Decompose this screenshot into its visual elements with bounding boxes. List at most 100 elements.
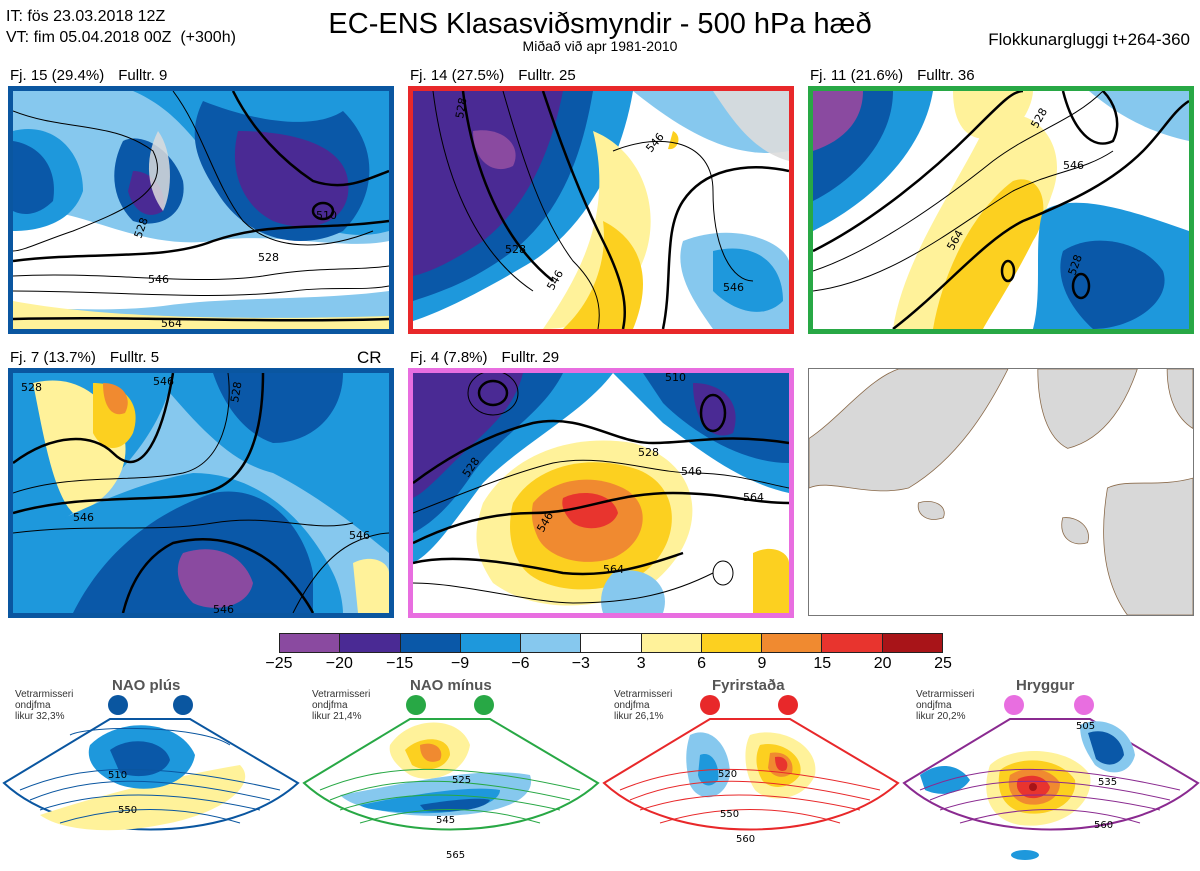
contour-label: 545 xyxy=(436,815,455,826)
colorbar-tick-label: −15 xyxy=(386,655,414,672)
contour-label: 520 xyxy=(718,769,737,780)
colorbar-tick-label: 15 xyxy=(813,655,832,672)
contour-label: 528 xyxy=(453,97,469,120)
initial-time: IT: fös 23.03.2018 12Z xyxy=(6,8,166,25)
contour-label: 546 xyxy=(723,281,744,294)
cluster-map-3: 528 528 546 564 xyxy=(808,86,1194,334)
regime-marker-icon xyxy=(108,695,128,715)
contour-label: 546 xyxy=(349,529,370,542)
regime-note: Vetrarmisseri ondjfma likur 26,1% xyxy=(614,689,673,722)
cluster-5-count: Fj. 4 (7.8%) xyxy=(410,349,488,366)
colorbar xyxy=(279,633,943,653)
regime-marker-icon xyxy=(1074,695,1094,715)
colorbar-swatch xyxy=(521,634,582,652)
regime-nao-minus: NAO mínus Vetrarmisseri ondjfma likur 21… xyxy=(300,675,600,871)
regime-marker-icon xyxy=(700,695,720,715)
page-title: EC-ENS Klasasviðsmyndir - 500 hPa hæð xyxy=(328,8,872,40)
regime-note: Vetrarmisseri ondjfma likur 32,3% xyxy=(15,689,74,722)
colorbar-swatch xyxy=(641,634,702,652)
cluster-5-label: Fj. 4 (7.8%) Fulltr. 29 xyxy=(410,349,573,366)
contour-label: 510 xyxy=(108,770,127,781)
regime-ridge: Hryggur Vetrarmisseri ondjfma likur 20,2… xyxy=(900,675,1200,871)
regime-marker-icon xyxy=(778,695,798,715)
regime-nao-plus: NAO plús Vetrarmisseri ondjfma likur 32,… xyxy=(0,675,300,871)
classification-window: Flokkunargluggi t+264-360 xyxy=(988,30,1190,49)
contour-label: 560 xyxy=(736,834,755,845)
regime-marker-icon xyxy=(406,695,426,715)
contour-label: 528 xyxy=(638,446,659,459)
cr-label: CR xyxy=(357,348,382,367)
cluster-1-rep: Fulltr. 9 xyxy=(118,67,168,84)
contour-label: 525 xyxy=(452,775,471,786)
run-info: IT: fös 23.03.2018 12Z VT: fim 05.04.2018… xyxy=(6,6,236,48)
contour-label: 565 xyxy=(446,850,465,861)
contour-label: 528 xyxy=(505,243,526,256)
colorbar-swatch xyxy=(400,634,461,652)
colorbar-tick-label: 9 xyxy=(757,655,767,672)
colorbar-swatch xyxy=(701,634,763,652)
empty-map xyxy=(808,368,1194,616)
colorbar-tick-label: 20 xyxy=(873,655,892,672)
colorbar-swatch xyxy=(340,634,401,652)
contour-label: 564 xyxy=(603,563,624,576)
colorbar-swatch xyxy=(882,634,942,652)
contour-label: 546 xyxy=(681,465,702,478)
regime-title: NAO plús xyxy=(112,677,181,694)
cluster-map-5: 510 528 528 546 546 564 564 xyxy=(408,368,794,618)
regime-marker-icon xyxy=(474,695,494,715)
cluster-1-count: Fj. 15 (29.4%) xyxy=(10,67,105,84)
contour-label: 528 xyxy=(21,381,42,394)
regime-note: Vetrarmisseri ondjfma likur 20,2% xyxy=(916,689,975,722)
valid-time: VT: fim 05.04.2018 00Z (+300h) xyxy=(6,29,236,46)
colorbar-tick-label: 6 xyxy=(697,655,706,672)
colorbar-tick-label: −3 xyxy=(571,655,590,672)
page-subtitle: Miðað við apr 1981-2010 xyxy=(522,38,678,54)
regime-blocking: Fyrirstaða Vetrarmisseri ondjfma likur 2… xyxy=(600,675,900,871)
regime-title: Hryggur xyxy=(1016,677,1075,694)
colorbar-tick-label: −9 xyxy=(450,655,470,672)
contour-label: 546 xyxy=(148,273,169,286)
cluster-4-rep: Fulltr. 5 xyxy=(109,349,160,366)
cluster-3-rep: Fulltr. 36 xyxy=(917,67,975,84)
colorbar-swatch xyxy=(280,634,341,652)
cluster-3-count: Fj. 11 (21.6%) xyxy=(810,67,904,84)
cluster-4-count: Fj. 7 (13.7%) xyxy=(10,349,96,366)
colorbar-swatch xyxy=(460,634,522,652)
regime-marker-icon xyxy=(173,695,193,715)
contour-label: 528 xyxy=(258,251,279,264)
contour-label: 546 xyxy=(73,511,94,524)
contour-label: 535 xyxy=(1098,777,1117,788)
cluster-2-rep: Fulltr. 25 xyxy=(518,67,576,84)
contour-label: 505 xyxy=(1076,721,1095,732)
colorbar-tick-label: 3 xyxy=(636,655,646,672)
cluster-1-label: Fj. 15 (29.4%) Fulltr. 9 xyxy=(10,67,181,84)
contour-label: 510 xyxy=(316,209,337,222)
contour-label: 564 xyxy=(161,317,182,329)
contour-label: 564 xyxy=(743,491,764,504)
colorbar-swatch xyxy=(581,634,642,652)
colorbar-ticks: −25 −20 −15 −9 −6 −3 3 6 9 15 20 25 xyxy=(260,655,960,675)
colorbar-swatch xyxy=(762,634,823,652)
colorbar-tick-label: −25 xyxy=(265,655,293,672)
contour-label: 528 xyxy=(228,381,244,404)
cluster-map-4: 528 528 546 546 546 546 xyxy=(8,368,394,618)
contour-label: 550 xyxy=(720,809,739,820)
cluster-map-1: 510 528 528 546 564 xyxy=(8,86,394,334)
colorbar-swatch xyxy=(822,634,883,652)
colorbar-tick-label: 25 xyxy=(934,655,952,672)
regime-title: Fyrirstaða xyxy=(712,677,785,694)
contour-label: 550 xyxy=(118,805,137,816)
contour-label: 546 xyxy=(153,375,174,388)
cluster-2-label: Fj. 14 (27.5%) Fulltr. 25 xyxy=(410,67,590,84)
colorbar-tick-label: −20 xyxy=(325,655,353,672)
contour-label: 560 xyxy=(1094,820,1113,831)
cluster-5-rep: Fulltr. 29 xyxy=(501,349,560,366)
contour-label: 546 xyxy=(1063,159,1084,172)
cluster-map-2: 528 528 546 546 546 xyxy=(408,86,794,334)
regime-note: Vetrarmisseri ondjfma likur 21,4% xyxy=(312,689,371,722)
regime-marker-icon xyxy=(1004,695,1024,715)
cluster-2-count: Fj. 14 (27.5%) xyxy=(410,67,505,84)
contour-label: 510 xyxy=(665,373,686,384)
cluster-4-label: Fj. 7 (13.7%) Fulltr. 5 xyxy=(10,349,173,366)
cluster-3-label: Fj. 11 (21.6%) Fulltr. 36 xyxy=(810,67,989,84)
